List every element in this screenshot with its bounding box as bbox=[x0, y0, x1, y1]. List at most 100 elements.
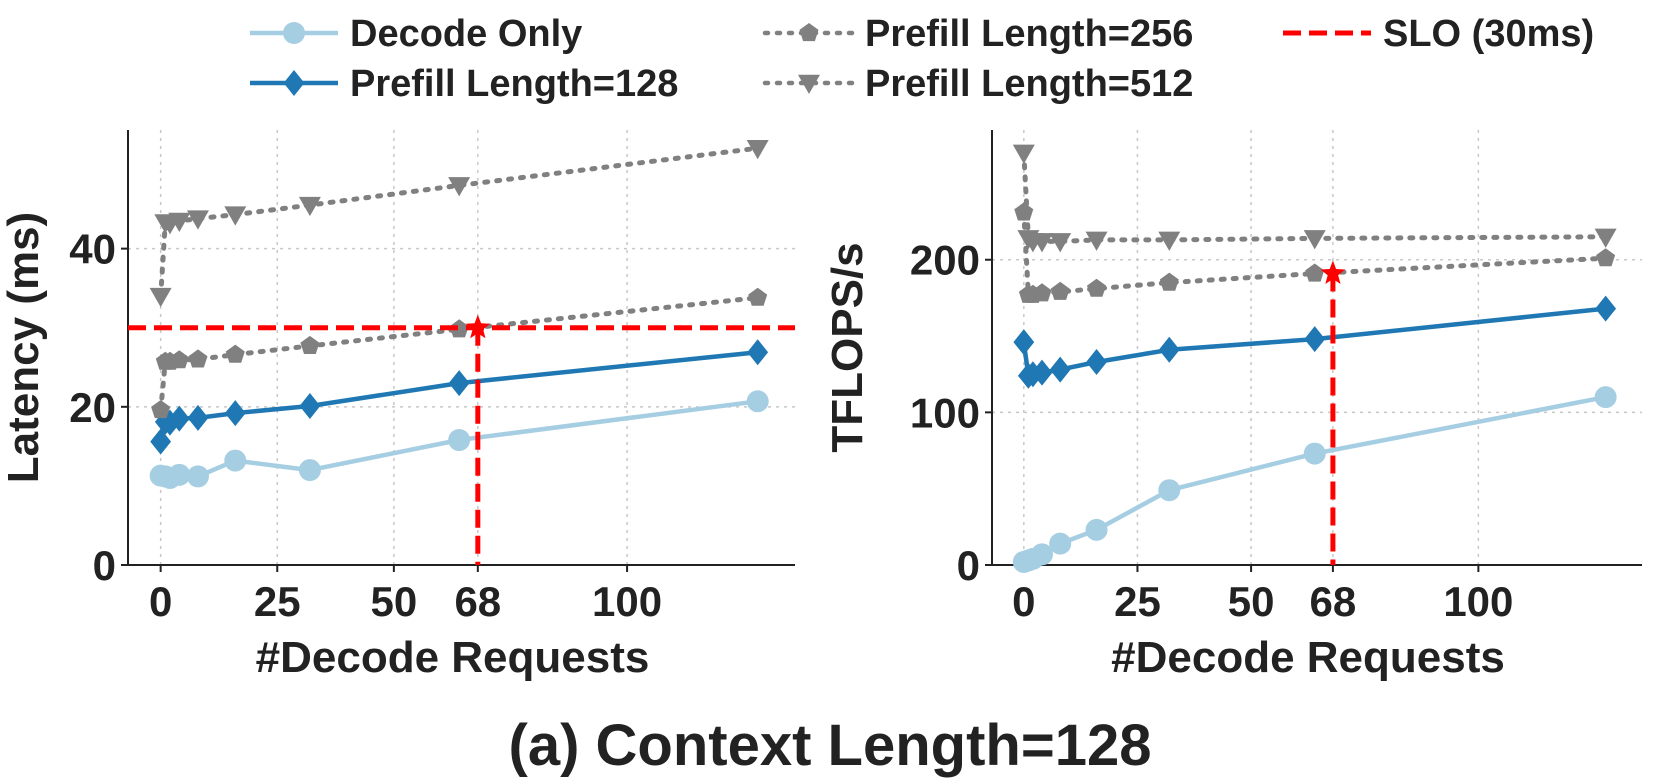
legend: Decode Only Prefill Length=128 Prefill Len… bbox=[250, 13, 1594, 105]
series-decode_only bbox=[149, 390, 769, 489]
data-point bbox=[1087, 278, 1107, 297]
data-point bbox=[1158, 336, 1180, 363]
data-point bbox=[746, 139, 769, 160]
series-prefill_256 bbox=[1014, 202, 1616, 303]
legend-marker bbox=[799, 23, 819, 42]
data-point bbox=[1012, 144, 1035, 164]
data-point bbox=[225, 344, 245, 363]
data-point bbox=[187, 404, 209, 431]
data-point bbox=[1303, 230, 1326, 250]
data-point bbox=[1085, 518, 1108, 541]
data-point bbox=[1049, 532, 1072, 555]
data-point bbox=[169, 350, 189, 369]
data-point bbox=[168, 212, 191, 232]
series-line bbox=[1021, 209, 1609, 298]
data-point bbox=[149, 287, 172, 308]
data-point bbox=[151, 400, 171, 419]
series-line bbox=[1021, 150, 1609, 244]
x-tick-label: 100 bbox=[1443, 578, 1513, 625]
x-tick-label: 0 bbox=[149, 578, 172, 625]
series-line bbox=[1023, 394, 1607, 565]
series-decode_only bbox=[1012, 386, 1617, 573]
data-point bbox=[224, 449, 247, 472]
figure-caption: (a) Context Length=128 bbox=[509, 713, 1152, 778]
x-axis-label: #Decode Requests bbox=[256, 633, 650, 682]
data-point bbox=[448, 370, 470, 397]
data-point bbox=[1031, 233, 1053, 253]
data-point bbox=[1304, 326, 1326, 353]
data-point bbox=[1049, 233, 1072, 253]
data-point bbox=[168, 405, 190, 432]
data-point bbox=[150, 428, 172, 455]
series-prefill_256 bbox=[151, 287, 768, 419]
data-point bbox=[1159, 272, 1179, 291]
x-tick-label: 100 bbox=[592, 578, 662, 625]
data-point bbox=[224, 400, 246, 427]
data-point bbox=[1031, 359, 1053, 386]
data-point bbox=[1595, 295, 1617, 322]
data-point bbox=[1085, 231, 1108, 251]
data-point bbox=[1032, 283, 1052, 302]
legend-label: Prefill Length=128 bbox=[350, 63, 678, 105]
legend-entry-prefill_256: Prefill Length=256 bbox=[762, 13, 1193, 55]
data-point bbox=[1594, 228, 1617, 248]
legend-label: Prefill Length=512 bbox=[865, 63, 1193, 105]
data-point bbox=[449, 319, 469, 338]
tflops-panel: 0 25 50 68 100 0 100 200 #Decode Requests TFLOPS/… bbox=[823, 130, 1642, 682]
legend-entry-slo: SLO (30ms) bbox=[1283, 13, 1594, 55]
data-point bbox=[1013, 329, 1035, 356]
data-point bbox=[299, 393, 321, 420]
data-point bbox=[186, 210, 209, 230]
legend-entry-prefill_512: Prefill Length=512 bbox=[762, 63, 1193, 105]
x-axis-label: #Decode Requests bbox=[1111, 633, 1505, 682]
legend-marker bbox=[798, 74, 820, 94]
data-point bbox=[186, 465, 209, 488]
series-prefill_512 bbox=[149, 139, 769, 308]
data-point bbox=[224, 206, 247, 226]
data-point bbox=[1158, 231, 1181, 251]
data-point bbox=[1596, 248, 1616, 267]
y-tick-label: 20 bbox=[69, 384, 116, 431]
x-tick-label: 25 bbox=[254, 578, 301, 625]
data-point bbox=[298, 196, 321, 217]
series-prefill_512 bbox=[1012, 144, 1617, 253]
data-point bbox=[1031, 543, 1053, 566]
y-tick-label: 200 bbox=[910, 237, 980, 284]
data-point bbox=[1305, 263, 1325, 282]
x-tick-label: 0 bbox=[1012, 578, 1035, 625]
y-tick-label: 40 bbox=[69, 226, 116, 273]
y-axis-label: TFLOPS/s bbox=[823, 242, 872, 452]
y-tick-label: 100 bbox=[910, 389, 980, 436]
data-point bbox=[1594, 386, 1617, 409]
data-point bbox=[1086, 349, 1107, 375]
legend-label: Decode Only bbox=[350, 13, 582, 55]
legend-marker bbox=[283, 22, 305, 44]
data-point bbox=[448, 177, 471, 197]
x-tick-label: 50 bbox=[371, 578, 418, 625]
data-point bbox=[448, 429, 471, 452]
data-point bbox=[747, 339, 769, 366]
legend-label: SLO (30ms) bbox=[1383, 13, 1594, 55]
legend-label: Prefill Length=256 bbox=[865, 13, 1193, 55]
data-point bbox=[300, 335, 320, 354]
legend-entry-decode_only: Decode Only bbox=[250, 13, 582, 55]
data-point bbox=[1158, 479, 1181, 502]
data-point bbox=[748, 287, 768, 306]
slo-star-marker bbox=[465, 314, 491, 339]
legend-entry-prefill_128: Prefill Length=128 bbox=[250, 63, 678, 105]
latency-panel: 0 25 50 68 100 0 20 40 #Decode Requests Latency (… bbox=[0, 130, 795, 682]
data-point bbox=[1050, 281, 1070, 300]
x-tick-label: 68 bbox=[454, 578, 501, 625]
x-tick-label: 50 bbox=[1228, 578, 1275, 625]
x-tick-label: 25 bbox=[1114, 578, 1161, 625]
data-point bbox=[188, 349, 208, 368]
data-point bbox=[1303, 442, 1326, 465]
data-point bbox=[298, 459, 321, 482]
series-line bbox=[158, 145, 761, 299]
slo-star-marker bbox=[1320, 260, 1346, 284]
data-point bbox=[746, 390, 769, 413]
series-prefill_128 bbox=[1013, 295, 1617, 389]
legend-marker bbox=[283, 70, 305, 96]
y-tick-label: 0 bbox=[957, 542, 980, 589]
